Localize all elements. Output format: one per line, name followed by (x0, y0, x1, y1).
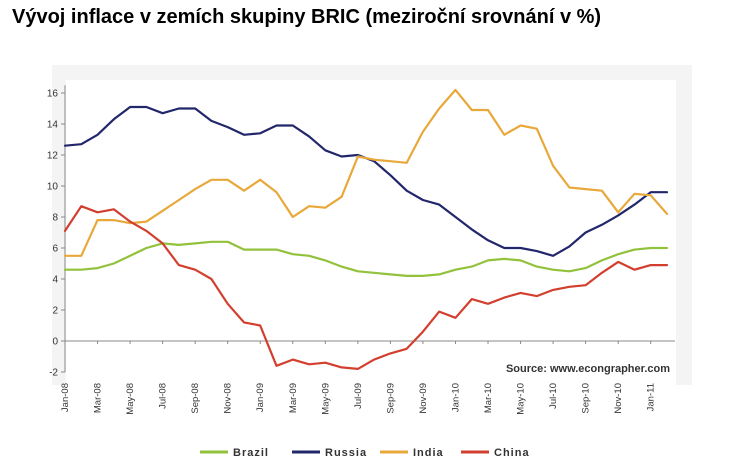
y-tick-label: 12 (47, 151, 59, 162)
x-tick-label: Mar-09 (288, 383, 299, 413)
y-tick-label: 10 (47, 182, 59, 193)
y-tick-label: 6 (52, 244, 58, 255)
legend: Brazil Russia India China (200, 447, 530, 459)
x-tick-label: Jul-09 (353, 383, 364, 409)
x-tick-label: Mar-10 (483, 383, 494, 413)
legend-label-brazil: Brazil (233, 447, 269, 459)
y-tick-label: 16 (47, 89, 59, 100)
x-tick-label: Nov-10 (613, 383, 624, 414)
series-layer (63, 88, 669, 370)
x-tick-label: May-09 (320, 383, 331, 415)
y-tick-label: 14 (47, 120, 59, 131)
y-tick-label: 2 (52, 306, 58, 317)
legend-label-china: China (494, 447, 530, 459)
x-tick-label: Nov-09 (418, 383, 429, 414)
x-tick-label: Jan-11 (646, 383, 657, 411)
series-line-brazil (63, 240, 669, 277)
plot-area (66, 80, 676, 385)
axes: -2 0 2 4 6 8 10 12 14 16 Jan-08 Mar-08 May-08 Jul-08 S… (47, 85, 675, 415)
x-tick-label: Jan-08 (60, 383, 71, 412)
x-tick-label: May-08 (125, 383, 136, 415)
x-tick-label: Sep-08 (190, 383, 201, 414)
series-line-china (63, 205, 669, 370)
series-line-india (63, 88, 669, 257)
x-tick-label: Jul-08 (158, 383, 169, 409)
x-tick-label: Sep-10 (581, 383, 592, 414)
x-tick-label: Jan-10 (450, 383, 461, 412)
x-tick-label: Jan-09 (255, 383, 266, 412)
x-tick-label: Sep-09 (385, 383, 396, 414)
y-tick-label: 4 (52, 275, 58, 286)
y-tick-label: -2 (49, 368, 58, 379)
y-tick-label: 8 (52, 213, 58, 224)
chart-title: Vývoj inflace v zemích skupiny BRIC (mez… (12, 6, 602, 28)
legend-label-russia: Russia (325, 447, 367, 459)
x-tick-label: Mar-08 (93, 383, 104, 413)
y-tick-label: 0 (52, 337, 58, 348)
x-tick-label: Nov-08 (223, 383, 234, 414)
legend-label-india: India (413, 447, 444, 459)
source-label: Source: www.econgrapher.com (506, 363, 670, 375)
x-tick-label: May-10 (516, 383, 527, 415)
x-tick-label: Jul-10 (548, 383, 559, 409)
